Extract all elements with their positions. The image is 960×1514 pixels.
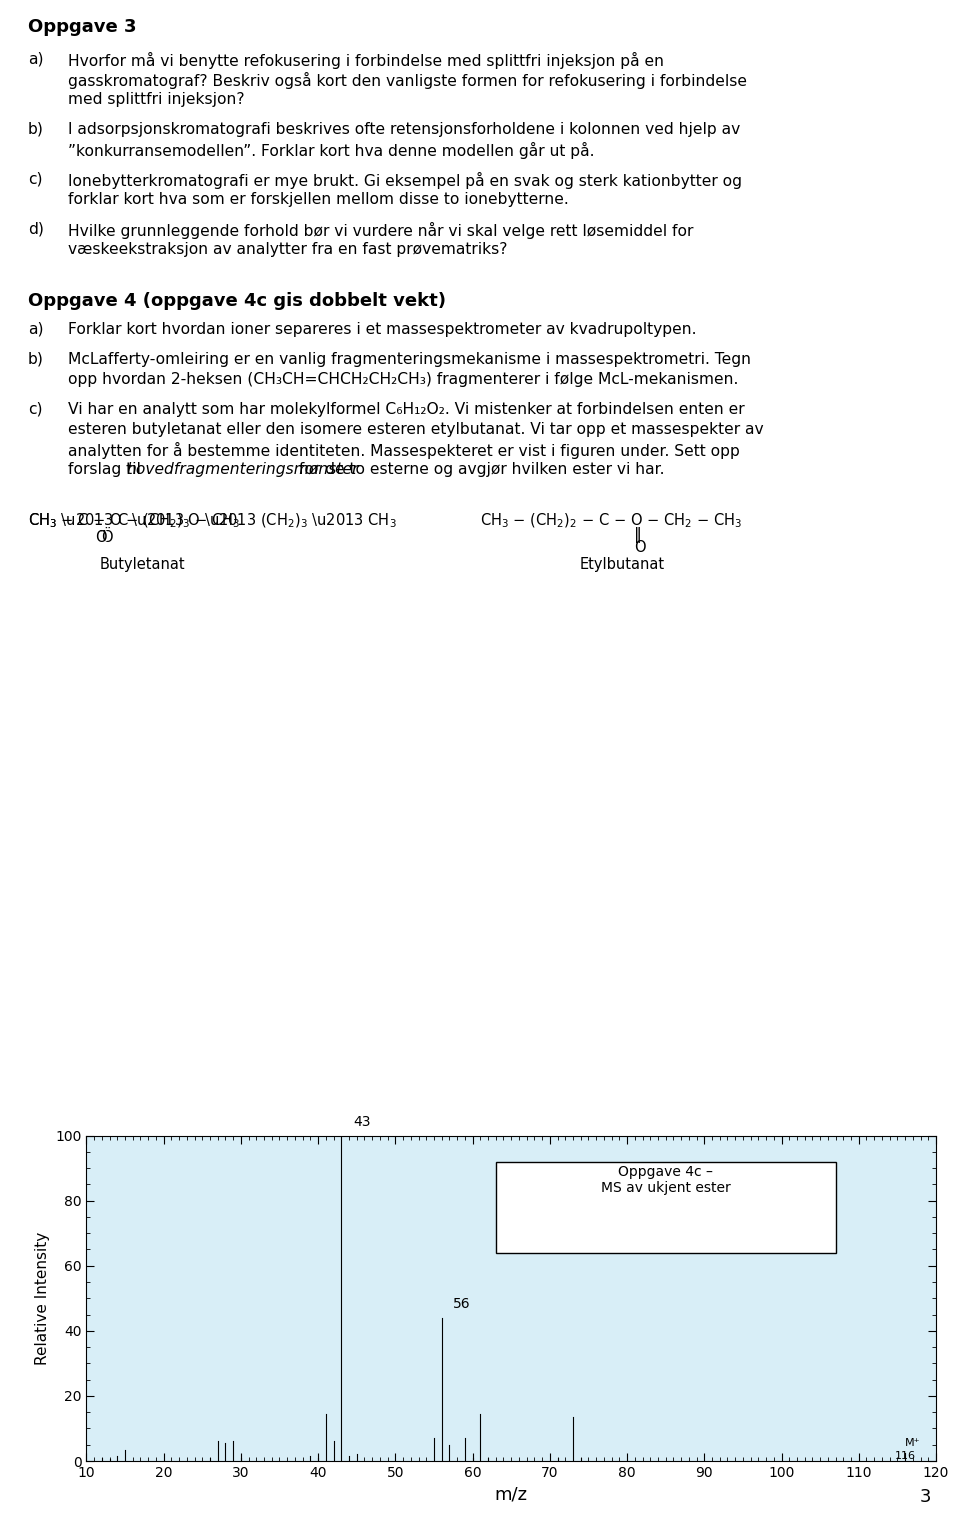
Text: 56: 56: [453, 1297, 471, 1311]
Text: for de to esterne og avgjør hvilken ester vi har.: for de to esterne og avgjør hvilken este…: [294, 462, 664, 477]
Text: gasskromatograf? Beskriv også kort den vanligste formen for refokusering i forbi: gasskromatograf? Beskriv også kort den v…: [68, 73, 747, 89]
Text: Oppgave 4 (oppgave 4c gis dobbelt vekt): Oppgave 4 (oppgave 4c gis dobbelt vekt): [28, 292, 446, 310]
Text: analytten for å bestemme identiteten. Massespekteret er vist i figuren under. Se: analytten for å bestemme identiteten. Ma…: [68, 442, 740, 459]
X-axis label: m/z: m/z: [494, 1485, 528, 1503]
Text: O: O: [97, 530, 108, 545]
Text: Hvorfor må vi benytte refokusering i forbindelse med splittfri injeksjon på en: Hvorfor må vi benytte refokusering i for…: [68, 51, 664, 70]
Text: Ionebytterkromatografi er mye brukt. Gi eksempel på en svak og sterk kationbytte: Ionebytterkromatografi er mye brukt. Gi …: [68, 173, 742, 189]
Text: 3: 3: [920, 1488, 931, 1506]
Text: Ö: Ö: [95, 530, 107, 545]
Text: Ö: Ö: [101, 530, 112, 545]
Text: CH$_3$ $-$ C $-$ O $-$ (CH$_2$)$_3$ $-$ CH$_3$: CH$_3$ $-$ C $-$ O $-$ (CH$_2$)$_3$ $-$ …: [28, 512, 240, 530]
Text: forklar kort hva som er forskjellen mellom disse to ionebytterne.: forklar kort hva som er forskjellen mell…: [68, 192, 568, 207]
Text: d): d): [28, 223, 44, 238]
Text: CH$_3$ \u2013 C \u2013 O \u2013 (CH$_2$)$_3$ \u2013 CH$_3$: CH$_3$ \u2013 C \u2013 O \u2013 (CH$_2$)…: [28, 512, 396, 530]
Text: Forklar kort hvordan ioner separeres i et massespektrometer av kvadrupoltypen.: Forklar kort hvordan ioner separeres i e…: [68, 322, 697, 338]
Text: b): b): [28, 123, 44, 136]
Text: Vi har en analytt som har molekylformel C₆H₁₂O₂. Vi mistenker at forbindelsen en: Vi har en analytt som har molekylformel …: [68, 403, 745, 416]
Text: a): a): [28, 51, 43, 67]
Text: Butyletanat: Butyletanat: [100, 557, 185, 572]
FancyBboxPatch shape: [495, 1161, 835, 1252]
Text: 116: 116: [895, 1450, 916, 1461]
Text: esteren butyletanat eller den isomere esteren etylbutanat. Vi tar opp et massesp: esteren butyletanat eller den isomere es…: [68, 422, 763, 438]
Text: ‖: ‖: [634, 527, 642, 544]
Text: M⁺: M⁺: [905, 1438, 921, 1447]
Text: Etylbutanat: Etylbutanat: [580, 557, 665, 572]
Text: O: O: [634, 540, 646, 556]
Text: I adsorpsjonskromatografi beskrives ofte retensjonsforholdene i kolonnen ved hje: I adsorpsjonskromatografi beskrives ofte…: [68, 123, 740, 136]
Text: c): c): [28, 173, 42, 188]
Text: 43: 43: [353, 1114, 371, 1129]
Text: forslag til: forslag til: [68, 462, 146, 477]
Text: Oppgave 3: Oppgave 3: [28, 18, 136, 36]
Text: McLafferty-omleiring er en vanlig fragmenteringsmekanisme i massespektrometri. T: McLafferty-omleiring er en vanlig fragme…: [68, 351, 751, 366]
Text: b): b): [28, 351, 44, 366]
Text: Oppgave 4c –
MS av ukjent ester: Oppgave 4c – MS av ukjent ester: [601, 1164, 731, 1195]
Text: hovedfragmenteringsmønster: hovedfragmenteringsmønster: [126, 462, 358, 477]
Text: c): c): [28, 403, 42, 416]
Text: ”konkurransemodellen”. Forklar kort hva denne modellen går ut på.: ”konkurransemodellen”. Forklar kort hva …: [68, 142, 594, 159]
Text: CH$_3$ $-$ (CH$_2$)$_2$ $-$ C $-$ O $-$ CH$_2$ $-$ CH$_3$: CH$_3$ $-$ (CH$_2$)$_2$ $-$ C $-$ O $-$ …: [480, 512, 742, 530]
Text: væskeekstraksjon av analytter fra en fast prøvematriks?: væskeekstraksjon av analytter fra en fas…: [68, 242, 508, 257]
Y-axis label: Relative Intensity: Relative Intensity: [35, 1231, 50, 1366]
Text: Hvilke grunnleggende forhold bør vi vurdere når vi skal velge rett løsemiddel fo: Hvilke grunnleggende forhold bør vi vurd…: [68, 223, 693, 239]
Text: opp hvordan 2-heksen (CH₃CH=CHCH₂CH₂CH₃) fragmenterer i følge McL-mekanismen.: opp hvordan 2-heksen (CH₃CH=CHCH₂CH₂CH₃)…: [68, 372, 738, 388]
Text: med splittfri injeksjon?: med splittfri injeksjon?: [68, 92, 245, 107]
Text: a): a): [28, 322, 43, 338]
